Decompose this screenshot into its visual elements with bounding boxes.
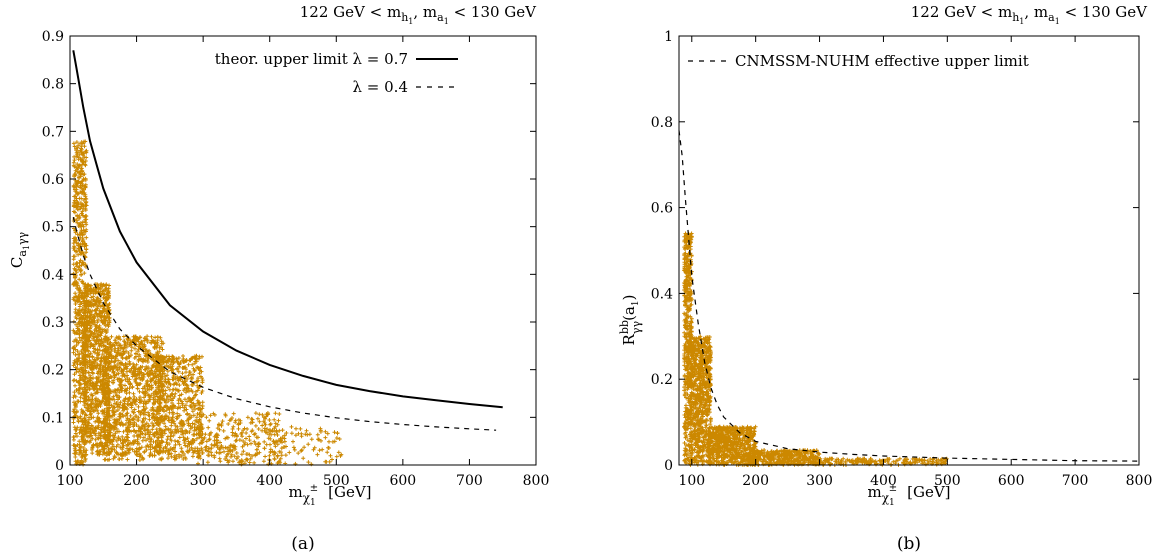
panel-a-scatter-points [71, 139, 344, 467]
legend-entry-label: theor. upper limit λ = 0.7 [215, 50, 408, 68]
panel-b-y-axis-label: Rbbγγ(a1) [618, 295, 643, 346]
x-tick-label: 800 [1126, 473, 1153, 489]
y-tick-label: 0.8 [651, 115, 673, 131]
panel-b-plot-frame [678, 35, 1140, 466]
y-tick-label: 0.4 [651, 286, 673, 302]
panel-a-legend: theor. upper limit λ = 0.7 λ = 0.4 [215, 50, 458, 96]
panel-b-curves [678, 130, 1140, 462]
panel-b-scatter-points [682, 231, 949, 467]
y-tick-label: 0.6 [42, 172, 64, 188]
panel-b: 122 GeV < mh1, ma1 < 130 GeV 100 200 300 40… [618, 3, 1152, 554]
y-tick-label: 0.2 [42, 363, 64, 379]
x-tick-label: 500 [934, 473, 961, 489]
panel-b-x-axis-label: mχ1± [GeV] [867, 483, 950, 508]
panel-a-ticks: 100 200 300 400 500 600 700 800 0 0.1 0.2 0.3 0.4 0.5… [42, 29, 550, 489]
curve-solid-0 [72, 50, 503, 409]
y-tick-label: 0.8 [42, 77, 64, 93]
y-tick-label: 0.4 [42, 267, 64, 283]
x-tick-label: 500 [323, 473, 350, 489]
x-tick-label: 700 [456, 473, 483, 489]
x-tick-label: 300 [806, 473, 833, 489]
panel-a-x-axis-label: mχ1± [GeV] [288, 483, 371, 508]
panel-a-condition: 122 GeV < mh1, ma1 < 130 GeV [300, 3, 537, 26]
scatter-markers [71, 139, 344, 467]
panel-a-curves [72, 50, 503, 431]
x-tick-label: 200 [123, 473, 150, 489]
y-tick-label: 0.3 [42, 315, 64, 331]
panel-b-ticks: 100 200 300 400 500 600 700 800 0 0.2 0.4 0.6 0.8 1 [651, 29, 1153, 489]
y-tick-label: 0.9 [42, 29, 64, 45]
panel-a-y-axis-label: Ca1γγ [8, 231, 31, 268]
curve-dashed-1 [72, 216, 497, 431]
x-tick-label: 700 [1062, 473, 1089, 489]
panel-b-condition: 122 GeV < mh1, ma1 < 130 GeV [911, 3, 1148, 26]
x-tick-label: 400 [256, 473, 283, 489]
scatter-markers [682, 231, 949, 467]
panel-a-plot-frame [69, 35, 537, 466]
y-tick-label: 0 [55, 458, 64, 474]
y-tick-label: 0.2 [651, 372, 673, 388]
panel-b-caption: (b) [897, 534, 921, 554]
x-tick-label: 800 [523, 473, 550, 489]
x-tick-label: 100 [678, 473, 705, 489]
legend-entry-label: CNMSSM-NUHM effective upper limit [735, 52, 1029, 70]
legend-entry-label: λ = 0.4 [353, 78, 408, 96]
y-tick-label: 1 [664, 29, 673, 45]
x-tick-label: 600 [998, 473, 1025, 489]
y-tick-label: 0.7 [42, 124, 64, 140]
x-tick-label: 400 [870, 473, 897, 489]
y-tick-label: 0 [664, 458, 673, 474]
x-tick-label: 300 [190, 473, 217, 489]
y-tick-label: 0.1 [42, 410, 64, 426]
x-tick-label: 200 [742, 473, 769, 489]
panel-a-caption: (a) [291, 534, 314, 554]
x-tick-label: 100 [57, 473, 84, 489]
panel-a: 122 GeV < mh1, ma1 < 130 GeV 100 200 300 40… [8, 3, 549, 554]
x-tick-label: 600 [389, 473, 416, 489]
y-tick-label: 0.5 [42, 220, 64, 236]
y-tick-label: 0.6 [651, 201, 673, 217]
panel-b-legend: CNMSSM-NUHM effective upper limit [688, 52, 1029, 70]
curve-dashed-0 [678, 130, 1140, 462]
